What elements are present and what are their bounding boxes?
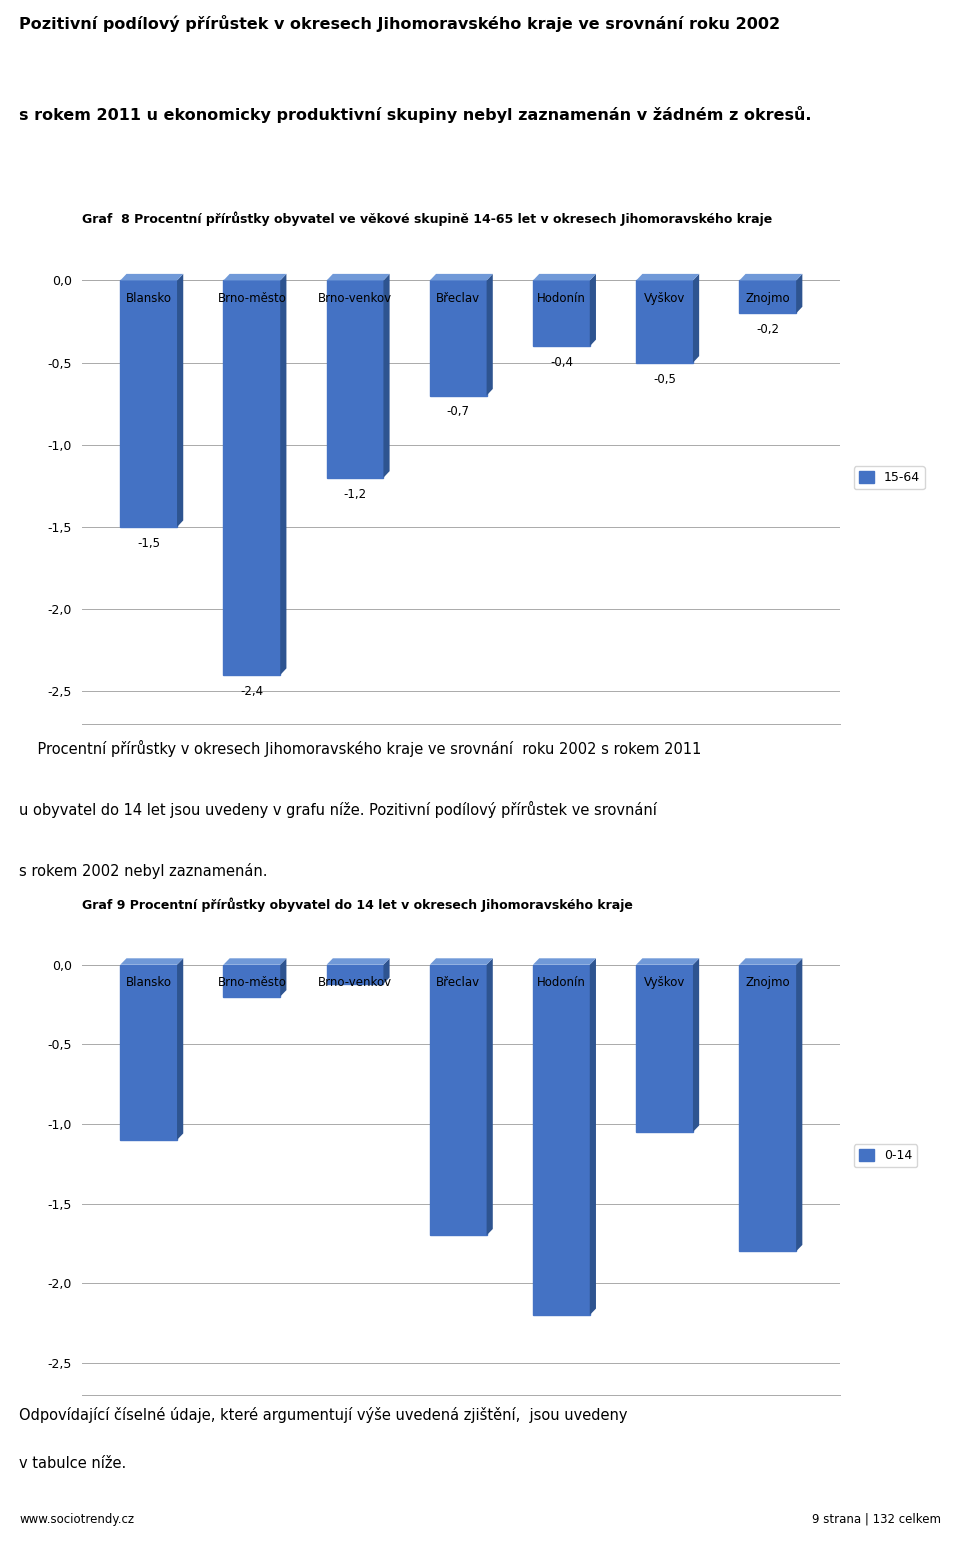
- Bar: [739, 280, 796, 313]
- Text: Procentní přírůstky v okresech Jihomoravského kraje ve srovnání  roku 2002 s rok: Procentní přírůstky v okresech Jihomorav…: [19, 740, 702, 757]
- Polygon shape: [177, 274, 183, 527]
- Polygon shape: [224, 274, 286, 280]
- Bar: [739, 965, 796, 1251]
- Polygon shape: [487, 274, 492, 396]
- Text: Brno-venkov: Brno-venkov: [318, 975, 392, 989]
- Polygon shape: [224, 959, 286, 965]
- Polygon shape: [430, 959, 492, 965]
- Polygon shape: [120, 959, 183, 965]
- Text: -1,5: -1,5: [137, 536, 160, 550]
- Text: Břeclav: Břeclav: [436, 291, 480, 305]
- Polygon shape: [739, 274, 803, 280]
- Text: u obyvatel do 14 let jsou uvedeny v grafu níže. Pozitivní podílový přírůstek ve : u obyvatel do 14 let jsou uvedeny v graf…: [19, 801, 657, 818]
- Text: Pozitivní podílový přírůstek v okresech Jihomoravského kraje ve srovnání roku 20: Pozitivní podílový přírůstek v okresech …: [19, 15, 780, 32]
- Text: Znojmo: Znojmo: [746, 975, 790, 989]
- Bar: [636, 280, 693, 362]
- Text: Hodonín: Hodonín: [537, 291, 586, 305]
- Bar: [326, 280, 383, 478]
- Text: -1,2: -1,2: [344, 487, 367, 501]
- Polygon shape: [796, 959, 803, 1251]
- Text: -0,4: -0,4: [550, 356, 573, 370]
- Polygon shape: [280, 959, 286, 997]
- Text: -2,4: -2,4: [240, 684, 263, 698]
- Text: Břeclav: Břeclav: [436, 975, 480, 989]
- Polygon shape: [430, 274, 492, 280]
- Text: -0,2: -0,2: [756, 324, 780, 336]
- Text: 9 strana | 132 celkem: 9 strana | 132 celkem: [812, 1513, 941, 1526]
- Text: Graf  8 Procentní přírůstky obyvatel ve věkové skupině 14-65 let v okresech Jiho: Graf 8 Procentní přírůstky obyvatel ve v…: [82, 211, 772, 227]
- Bar: [636, 965, 693, 1131]
- Polygon shape: [693, 959, 699, 1131]
- Text: Blansko: Blansko: [126, 291, 172, 305]
- Text: v tabulce níže.: v tabulce níže.: [19, 1456, 127, 1472]
- Polygon shape: [533, 274, 596, 280]
- Polygon shape: [589, 274, 596, 347]
- Polygon shape: [326, 959, 390, 965]
- Bar: [326, 965, 383, 983]
- Text: Znojmo: Znojmo: [746, 291, 790, 305]
- Bar: [430, 965, 487, 1236]
- Polygon shape: [693, 274, 699, 362]
- Polygon shape: [383, 959, 390, 983]
- Bar: [120, 965, 177, 1140]
- Text: Hodonín: Hodonín: [537, 975, 586, 989]
- Text: -0,5: -0,5: [653, 373, 676, 385]
- Polygon shape: [796, 274, 803, 313]
- Polygon shape: [383, 274, 390, 478]
- Text: s rokem 2011 u ekonomicky produktivní skupiny nebyl zaznamenán v žádném z okresů: s rokem 2011 u ekonomicky produktivní sk…: [19, 106, 812, 123]
- Polygon shape: [120, 274, 183, 280]
- Polygon shape: [326, 274, 390, 280]
- Bar: [224, 965, 280, 997]
- Bar: [430, 280, 487, 396]
- Text: Odpovídající číselné údaje, které argumentují výše uvedená zjištění,  jsou uvede: Odpovídající číselné údaje, které argume…: [19, 1407, 628, 1422]
- Text: -0,7: -0,7: [446, 405, 469, 419]
- Bar: [533, 280, 589, 347]
- Polygon shape: [636, 959, 699, 965]
- Bar: [120, 280, 177, 527]
- Bar: [224, 280, 280, 675]
- Text: Vyškov: Vyškov: [644, 975, 685, 989]
- Text: www.sociotrendy.cz: www.sociotrendy.cz: [19, 1513, 134, 1526]
- Polygon shape: [636, 274, 699, 280]
- Bar: [533, 965, 589, 1314]
- Text: Brno-město: Brno-město: [217, 291, 286, 305]
- Text: Brno-venkov: Brno-venkov: [318, 291, 392, 305]
- Text: Blansko: Blansko: [126, 975, 172, 989]
- Polygon shape: [177, 959, 183, 1140]
- Text: s rokem 2002 nebyl zaznamenán.: s rokem 2002 nebyl zaznamenán.: [19, 863, 268, 878]
- Legend: 15-64: 15-64: [853, 467, 924, 488]
- Polygon shape: [589, 959, 596, 1314]
- Text: Graf 9 Procentní přírůstky obyvatel do 14 let v okresech Jihomoravského kraje: Graf 9 Procentní přírůstky obyvatel do 1…: [82, 897, 633, 912]
- Polygon shape: [739, 959, 803, 965]
- Polygon shape: [487, 959, 492, 1236]
- Polygon shape: [533, 959, 596, 965]
- Polygon shape: [280, 274, 286, 675]
- Text: Vyškov: Vyškov: [644, 291, 685, 305]
- Legend: 0-14: 0-14: [853, 1145, 917, 1167]
- Text: Brno-město: Brno-město: [217, 975, 286, 989]
